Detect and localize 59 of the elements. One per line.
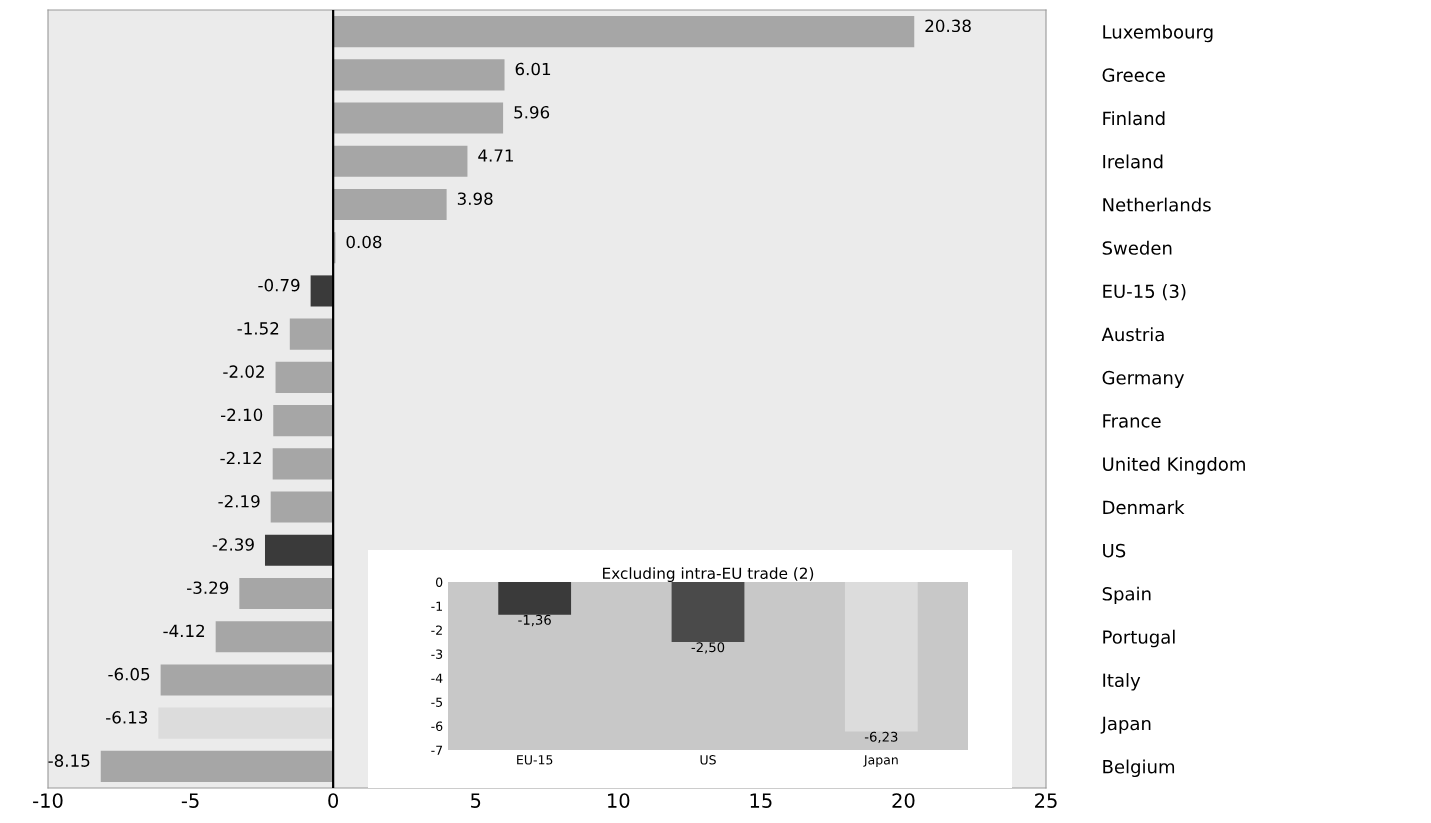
data-label: -6.13 [106,711,148,724]
x-tick-label: EU-15 [517,755,553,765]
y-tick-label: Finland [1103,111,1165,126]
y-tick-label: 0 [436,577,443,587]
data-label: -2,50 [691,642,725,654]
data-label: -2.10 [220,408,263,422]
data-label: -4.12 [163,624,205,637]
x-tick-label: 15 [750,793,772,808]
y-tick-label: -4 [431,673,443,683]
y-tick-label: Luxembourg [1103,24,1213,43]
y-tick-label: -5 [431,697,443,707]
data-label: -2.19 [218,494,260,508]
x-tick-label: US [700,755,716,765]
y-tick-label: Netherlands [1103,197,1211,212]
data-label: -2.02 [223,365,264,378]
chart-title: Excluding intra-EU trade (2) [603,567,814,582]
y-tick-label: -7 [431,745,443,755]
data-label: 4.71 [478,149,513,162]
y-tick-label: -3 [431,649,443,659]
data-label: -6.05 [108,667,150,681]
y-tick-label: Japan [1100,716,1151,734]
data-label: 0.08 [346,235,382,249]
x-tick-label: 10 [608,793,630,808]
y-tick-label: Austria [1101,327,1164,342]
y-tick-label: -2 [431,625,442,635]
x-tick-label: 0 [328,793,339,808]
y-tick-label: Greece [1102,68,1165,82]
data-label: -8.15 [48,754,90,767]
y-tick-label: -6 [431,721,443,731]
y-tick-label: France [1103,414,1161,428]
data-label: -1,36 [518,614,551,627]
y-tick-label: Spain [1102,586,1151,605]
data-label: -3.29 [187,581,229,595]
y-tick-label: EU-15 (3) [1103,284,1186,301]
data-label: 3.98 [457,192,493,206]
y-tick-label: Germany [1102,370,1185,388]
x-tick-label: 20 [892,793,915,808]
data-label: 5.96 [514,105,550,119]
data-label: -1.52 [237,322,279,335]
x-tick-label: 25 [1035,793,1057,808]
y-tick-label: -1 [431,601,442,611]
x-tick-label: Japan [863,755,898,767]
y-tick-label: United Kingdom [1103,456,1245,475]
y-tick-label: Italy [1103,673,1141,691]
x-tick-label: -5 [181,793,199,808]
y-tick-label: US [1103,543,1126,558]
data-label: -0.79 [258,278,300,292]
x-tick-label: -10 [33,793,63,808]
data-label: -2.12 [220,451,262,465]
data-label: -2.39 [212,538,254,551]
x-tick-label: 5 [471,793,481,808]
data-label: 20.38 [925,19,971,33]
y-tick-label: Denmark [1103,500,1185,515]
y-tick-label: Portugal [1103,629,1175,648]
y-tick-label: Ireland [1103,154,1163,169]
data-label: 6.01 [515,62,551,76]
data-label: -6,23 [864,731,898,744]
y-tick-label: Belgium [1103,759,1175,777]
y-tick-label: Sweden [1102,240,1172,255]
